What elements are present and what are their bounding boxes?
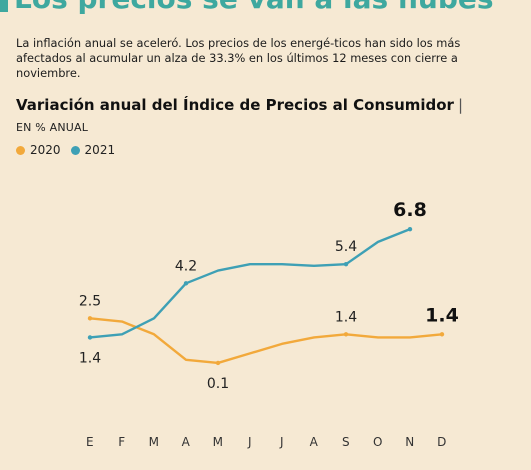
data-label-2020: 1.4 (335, 309, 357, 325)
series-line-2020 (89, 317, 443, 365)
data-point-2020 (343, 332, 349, 337)
headline-bar: Los precios se van a las nubes (0, 0, 531, 30)
headline: Los precios se van a las nubes (14, 0, 494, 15)
data-label-2020: 2.5 (79, 293, 101, 309)
legend-label-2021: 2021 (84, 143, 116, 157)
x-tick-label: A (310, 435, 319, 449)
data-label-2021: 6.8 (393, 199, 427, 221)
data-point-2021 (87, 335, 93, 340)
headline-accent-mark (0, 0, 8, 12)
x-tick-label: M (213, 435, 224, 449)
legend-item-2020: 2020 (16, 143, 61, 157)
data-label-2020: 0.1 (207, 376, 229, 392)
x-tick-label: N (405, 435, 414, 449)
x-tick-label: F (118, 435, 125, 449)
series-line-2021 (89, 228, 411, 339)
data-point-2021 (343, 262, 349, 267)
legend-swatch-2021 (70, 145, 80, 155)
data-point-2020 (87, 316, 93, 321)
chart-title-separator: | (457, 96, 464, 114)
lede-paragraph: La inflación anual se aceleró. Los preci… (16, 36, 461, 80)
x-tick-label: S (342, 435, 350, 449)
chart-title: Variación anual del Índice de Precios al… (16, 96, 463, 114)
data-label-2021: 5.4 (335, 239, 357, 255)
data-point-2021 (407, 226, 413, 232)
x-tick-label: J (247, 435, 252, 449)
x-tick-label: O (373, 435, 383, 449)
chart-legend: 2020 2021 (16, 143, 115, 157)
data-point-2020 (439, 332, 445, 337)
chart-title-text: Variación anual del Índice de Precios al… (16, 96, 454, 114)
x-tick-label: A (182, 435, 191, 449)
data-point-2020 (215, 360, 221, 366)
data-label-2021: 1.4 (79, 350, 101, 366)
legend-swatch-2020 (16, 145, 25, 155)
data-label-2021: 4.2 (175, 258, 197, 274)
x-tick-label: D (437, 435, 447, 449)
chart-subtitle: EN % ANUAL (16, 121, 89, 134)
x-tick-label: M (149, 435, 160, 449)
x-tick-label: J (279, 435, 284, 449)
data-point-2021 (183, 281, 189, 286)
legend-item-2021: 2021 (70, 143, 116, 157)
legend-label-2020: 2020 (30, 143, 61, 157)
data-label-2020: 1.4 (425, 304, 459, 326)
x-tick-label: E (86, 435, 94, 449)
